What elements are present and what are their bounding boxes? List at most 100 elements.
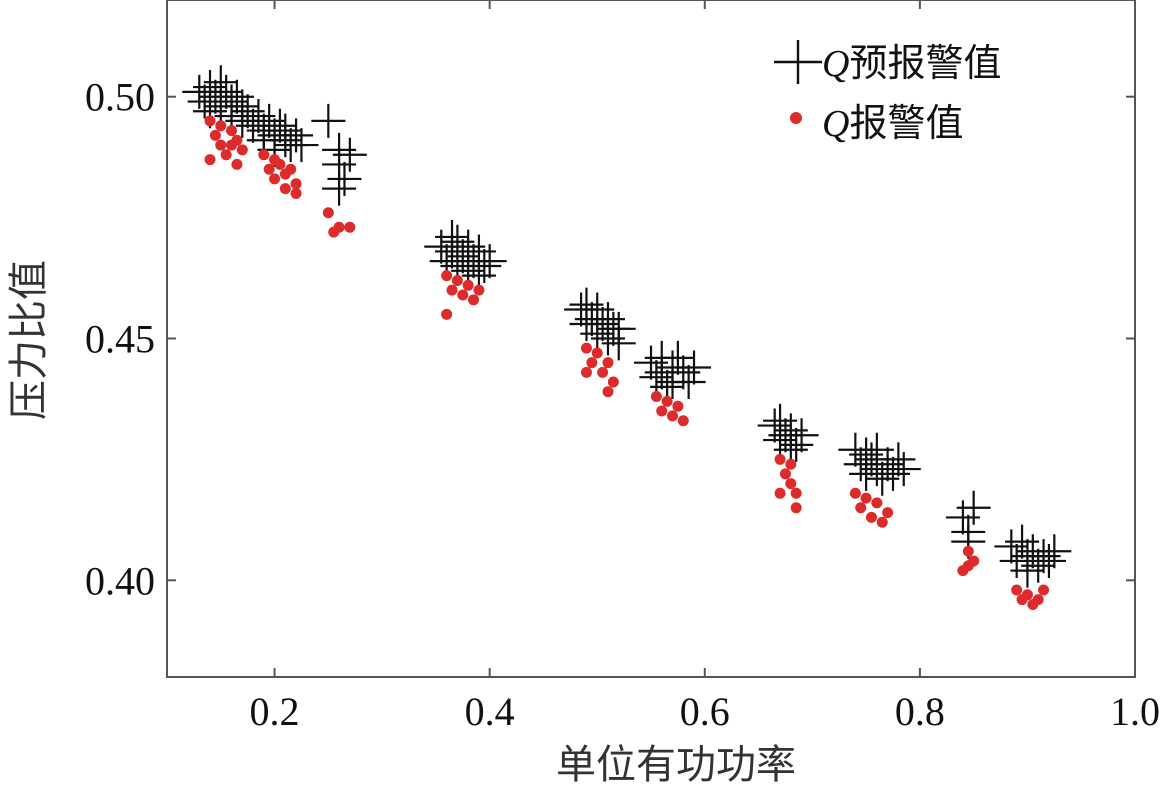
x-tick-label: 0.6 <box>680 689 730 734</box>
data-point-plus <box>1005 524 1040 559</box>
data-point-dot <box>656 405 668 417</box>
data-point-plus <box>859 432 894 467</box>
data-point-plus <box>881 442 916 477</box>
data-point-plus <box>784 418 819 453</box>
data-point-dot <box>672 400 684 412</box>
data-point-dot <box>849 487 861 499</box>
data-point-plus <box>590 302 625 337</box>
data-point-dot <box>667 410 679 422</box>
data-point-dot <box>258 149 270 161</box>
data-point-dot <box>1038 584 1050 596</box>
data-point-plus <box>219 79 254 114</box>
data-point-dot <box>968 555 980 567</box>
series-prealarm <box>182 65 1072 588</box>
legend: Q预报警值 Q报警值 <box>774 40 1001 145</box>
data-point-dot <box>446 284 458 296</box>
data-point-dot <box>215 120 227 132</box>
data-point-dot <box>441 308 453 320</box>
data-point-plus <box>284 128 319 163</box>
data-point-plus <box>1031 543 1066 578</box>
data-point-dot <box>650 391 662 403</box>
data-point-dot <box>322 207 334 219</box>
data-point-dot <box>774 487 786 499</box>
data-point-dot <box>344 221 356 233</box>
data-point-plus <box>945 500 980 535</box>
data-point-dot <box>602 357 614 369</box>
data-point-dot <box>204 115 216 127</box>
data-point-plus <box>666 355 701 390</box>
x-tick-label: 1.0 <box>1110 689 1160 734</box>
data-point-dot <box>962 545 974 557</box>
data-point-plus <box>322 171 357 206</box>
data-point-dot <box>790 502 802 514</box>
data-point-plus <box>660 340 695 375</box>
x-tick-label: 0.2 <box>250 689 300 734</box>
data-point-dot <box>865 511 877 523</box>
data-point-plus <box>472 244 507 279</box>
data-point-dot <box>871 497 883 509</box>
data-point-dot <box>263 163 275 175</box>
data-point-plus <box>956 490 991 525</box>
data-point-plus <box>865 461 900 496</box>
data-point-plus <box>230 94 265 129</box>
legend-text-alarm: 报警值 <box>849 101 963 145</box>
data-point-plus <box>262 108 297 143</box>
data-point-dot <box>790 487 802 499</box>
data-point-plus <box>994 529 1029 564</box>
data-point-plus <box>445 239 480 274</box>
legend-text-prealarm: 预报警值 <box>849 41 1001 85</box>
legend-q-symbol-alarm: Q <box>822 103 849 145</box>
data-point-dot <box>586 357 598 369</box>
data-point-dot <box>236 144 248 156</box>
data-point-dot <box>473 284 485 296</box>
data-point-dot <box>1011 584 1023 596</box>
data-point-plus <box>886 452 921 487</box>
data-point-dot <box>779 468 791 480</box>
series-layer <box>182 65 1072 610</box>
data-point-plus <box>1026 539 1061 574</box>
data-point-plus <box>569 287 604 322</box>
data-point-dot <box>285 163 297 175</box>
data-point-dot <box>231 158 243 170</box>
data-point-plus <box>773 413 808 448</box>
data-point-plus <box>1037 534 1072 569</box>
data-point-dot <box>451 274 463 286</box>
data-point-dot <box>457 289 469 301</box>
data-point-dot <box>876 516 888 528</box>
data-point-dot <box>290 187 302 199</box>
data-point-plus <box>279 118 314 153</box>
data-point-plus <box>677 350 712 385</box>
data-point-dot <box>607 376 619 388</box>
y-tick-label: 0.50 <box>85 75 155 120</box>
data-point-plus <box>241 99 276 134</box>
data-point-dot <box>580 366 592 378</box>
x-axis-title: 单位有功功率 <box>556 742 796 788</box>
data-point-dot <box>441 270 453 282</box>
data-point-dot <box>274 158 286 170</box>
legend-marker-plus <box>774 40 822 84</box>
plot-frame <box>166 0 1136 678</box>
data-point-plus <box>671 365 706 400</box>
data-point-dot <box>860 492 872 504</box>
data-point-dot <box>269 173 281 185</box>
x-tick-label: 0.4 <box>465 689 515 734</box>
data-point-plus <box>1010 553 1045 588</box>
data-point-dot <box>677 415 689 427</box>
data-point-dot <box>785 458 797 470</box>
data-point-plus <box>601 311 636 346</box>
data-point-plus <box>876 456 910 491</box>
data-point-dot <box>1032 594 1044 606</box>
legend-q-symbol-prealarm: Q <box>822 43 849 85</box>
y-axis-title: 压力比值 <box>6 260 52 420</box>
legend-dot-icon <box>790 112 802 124</box>
data-point-dot <box>231 134 243 146</box>
data-point-plus <box>763 403 798 438</box>
data-point-plus <box>999 543 1034 578</box>
data-point-dot <box>785 478 797 490</box>
data-point-plus <box>870 447 905 482</box>
legend-plus-icon <box>774 40 822 84</box>
data-point-plus <box>332 137 367 172</box>
data-point-dot <box>333 221 345 233</box>
data-point-dot <box>1021 589 1033 601</box>
